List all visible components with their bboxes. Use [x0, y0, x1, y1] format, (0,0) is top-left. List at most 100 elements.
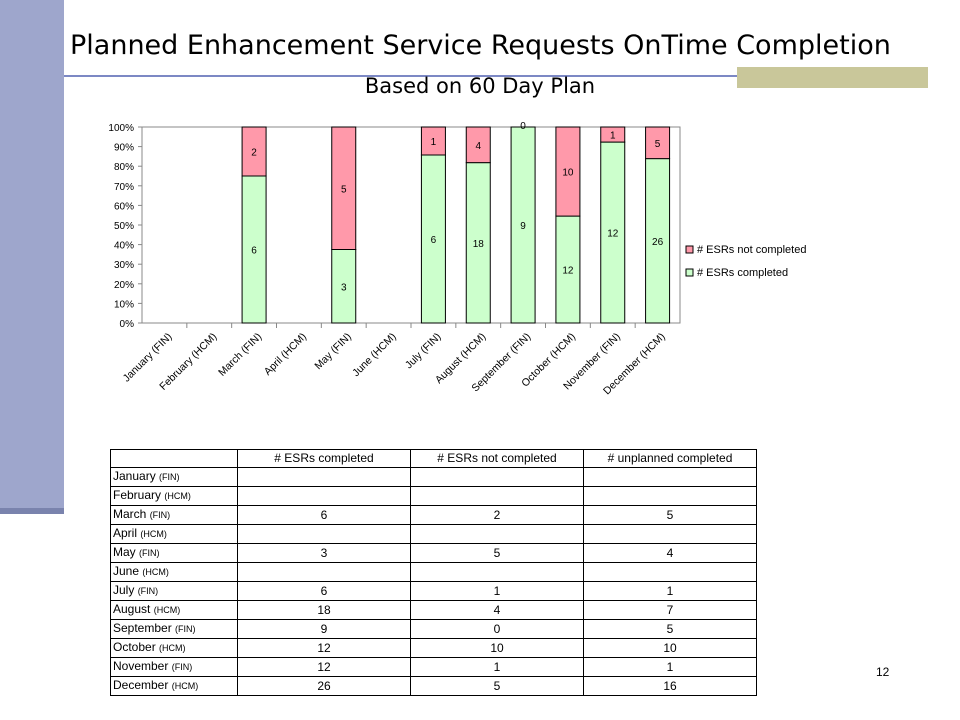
table-value-cell: 6	[237, 505, 411, 525]
table-value-cell	[583, 524, 757, 544]
slide-title: Planned Enhancement Service Requests OnT…	[70, 30, 891, 61]
bar-completed	[555, 215, 581, 324]
chart-title: Based on 60 Day Plan	[364, 74, 596, 98]
table-row: April (HCM)	[110, 524, 757, 544]
data-label-not-completed: 4	[475, 141, 481, 152]
data-label-not-completed: 0	[520, 121, 526, 132]
data-label-not-completed: 1	[431, 137, 437, 148]
data-label-completed: 12	[607, 229, 619, 240]
data-label-completed: 26	[652, 237, 664, 248]
month-name: July	[113, 583, 135, 597]
table-value-cell	[410, 467, 584, 487]
table-value-cell: 6	[237, 581, 411, 601]
month-unit: (HCM)	[153, 605, 181, 615]
table-value-cell: 4	[410, 600, 584, 620]
bar-completed	[510, 126, 536, 324]
legend-label-not-completed: # ESRs not completed	[697, 244, 806, 256]
table-value-cell: 9	[237, 619, 411, 639]
table-value-cell: 2	[410, 505, 584, 525]
table-value-cell: 7	[583, 600, 757, 620]
table-header-completed: # ESRs completed	[237, 449, 411, 468]
table-value-cell	[237, 524, 411, 544]
table-header-unplanned: # unplanned completed	[583, 449, 757, 468]
bar-completed	[600, 141, 626, 324]
data-label-completed: 12	[562, 266, 574, 277]
table-value-cell	[583, 486, 757, 506]
data-label-not-completed: 5	[341, 184, 347, 195]
table-month-cell: October (HCM)	[110, 638, 238, 658]
table-value-cell: 10	[583, 638, 757, 658]
y-tick-label: 100%	[108, 123, 134, 134]
table-value-cell	[583, 562, 757, 582]
plot-area	[141, 126, 681, 324]
bar-not-completed	[465, 126, 491, 164]
data-label-completed: 9	[520, 221, 526, 232]
x-category-label: July (FIN)	[403, 331, 444, 372]
title-accent-bar	[737, 67, 928, 88]
stacked-bar-chart: 0%10%20%30%40%50%60%70%80%90%100%January…	[108, 121, 806, 397]
bar-completed	[645, 158, 671, 324]
month-unit: (HCM)	[140, 529, 167, 539]
month-unit: (FIN)	[149, 510, 171, 520]
table-header-row: # ESRs completed # ESRs not completed # …	[110, 449, 757, 468]
bar-not-completed	[420, 126, 446, 156]
y-tick-label: 0%	[120, 319, 135, 330]
month-name: September	[113, 621, 172, 635]
table-value-cell: 12	[237, 638, 411, 658]
table-value-cell: 5	[410, 543, 584, 563]
table-row: March (FIN) 6 2 5	[110, 505, 757, 525]
table-value-cell	[237, 467, 411, 487]
data-label-completed: 6	[431, 235, 437, 246]
bar-not-completed	[645, 126, 671, 160]
bar-not-completed	[241, 126, 267, 177]
table-value-cell: 5	[583, 619, 757, 639]
table-month-cell: May (FIN)	[110, 543, 238, 563]
data-label-not-completed: 5	[655, 139, 661, 150]
table-month-cell: June (HCM)	[110, 562, 238, 582]
y-tick-label: 70%	[114, 182, 134, 193]
bar-not-completed	[555, 126, 581, 217]
table-month-cell: December (HCM)	[110, 676, 238, 696]
table-month-cell: August (HCM)	[110, 600, 238, 620]
month-name: May	[113, 545, 136, 559]
month-unit: (FIN)	[137, 586, 159, 596]
table-value-cell: 16	[583, 676, 757, 696]
y-tick-label: 60%	[114, 201, 134, 212]
table-value-cell: 26	[237, 676, 411, 696]
legend-swatch-completed	[685, 268, 694, 277]
table-value-cell: 5	[410, 676, 584, 696]
data-label-completed: 18	[473, 239, 485, 250]
legend-label-completed: # ESRs completed	[697, 267, 788, 279]
month-unit: (HCM)	[142, 567, 169, 577]
table-value-cell: 1	[410, 657, 584, 677]
bar-not-completed	[600, 126, 626, 143]
month-unit: (HCM)	[164, 491, 191, 501]
table-month-cell: July (FIN)	[110, 581, 238, 601]
table-row: June (HCM)	[110, 562, 757, 582]
y-tick-label: 30%	[114, 260, 134, 271]
table-value-cell	[237, 486, 411, 506]
y-tick-label: 10%	[114, 299, 134, 310]
table-row: January (FIN)	[110, 467, 757, 487]
y-tick-label: 20%	[114, 280, 134, 291]
table-body: January (FIN) February (HCM) March (FIN) 6 2…	[110, 467, 757, 696]
table-value-cell: 12	[237, 657, 411, 677]
data-label-completed: 3	[341, 282, 347, 293]
y-tick-label: 80%	[114, 162, 134, 173]
table-value-cell: 0	[410, 619, 584, 639]
month-name: February	[113, 488, 162, 502]
x-category-label: April (HCM)	[262, 331, 309, 378]
month-unit: (FIN)	[175, 624, 196, 634]
month-name: January	[113, 469, 156, 483]
legend-swatch-not-completed	[685, 245, 694, 254]
table-value-cell: 1	[583, 581, 757, 601]
month-unit: (FIN)	[139, 548, 160, 558]
bar-not-completed	[331, 126, 357, 250]
side-bar-shadow	[0, 508, 64, 514]
title-rule	[64, 75, 928, 77]
table-value-cell: 1	[410, 581, 584, 601]
month-name: October	[113, 640, 156, 654]
table-month-cell: September (FIN)	[110, 619, 238, 639]
table-row: December (HCM) 26 5 16	[110, 676, 757, 696]
table-row: May (FIN) 3 5 4	[110, 543, 757, 563]
